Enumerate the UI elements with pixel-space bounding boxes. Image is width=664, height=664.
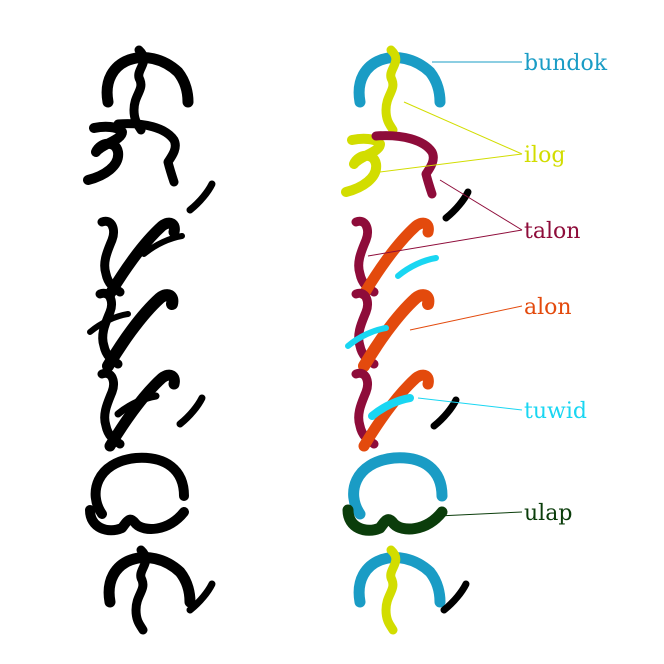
glyph-2 xyxy=(88,124,212,210)
stroke-labels: bundok ilog talon alon tuwid ulap xyxy=(524,51,608,526)
label-tuwid: tuwid xyxy=(524,399,587,424)
glyph-2-colored xyxy=(346,136,468,218)
leader-lines xyxy=(367,61,523,517)
label-talon: talon xyxy=(524,219,580,244)
label-ilog: ilog xyxy=(524,143,565,168)
glyph-1-colored xyxy=(359,50,440,130)
glyph-6-colored xyxy=(348,458,442,530)
glyph-7-colored xyxy=(359,550,466,630)
label-bundok: bundok xyxy=(524,51,608,76)
glyph-6 xyxy=(90,458,184,530)
glyph-4-colored xyxy=(348,293,428,366)
leader-ilog-2 xyxy=(379,153,523,173)
leader-talon-2 xyxy=(367,229,523,257)
leader-ulap xyxy=(437,511,523,517)
glyph-5 xyxy=(102,373,202,446)
leader-talon-1 xyxy=(439,179,523,231)
glyph-4 xyxy=(90,293,172,366)
baybayin-text-black xyxy=(88,50,212,630)
glyph-3-colored xyxy=(356,221,436,294)
baybayin-text-colored xyxy=(346,50,468,630)
glyph-5-colored xyxy=(356,373,456,446)
leader-alon xyxy=(409,305,523,331)
glyph-3 xyxy=(102,221,182,294)
leader-tuwid xyxy=(417,397,523,411)
glyph-7 xyxy=(109,550,212,630)
label-alon: alon xyxy=(524,295,572,320)
glyph-1 xyxy=(107,50,188,130)
label-ulap: ulap xyxy=(524,501,572,526)
leader-ilog-1 xyxy=(403,101,523,155)
